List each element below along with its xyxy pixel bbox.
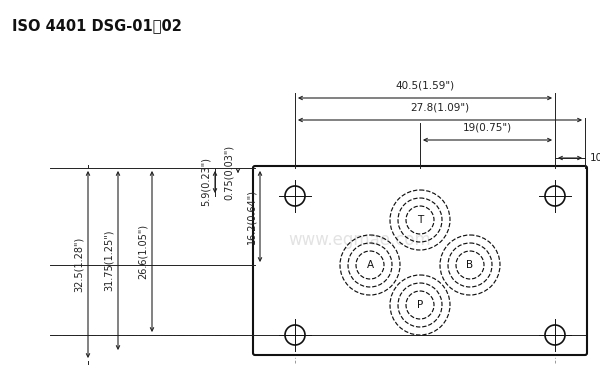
Text: 32.5(1.28"): 32.5(1.28") <box>74 237 84 292</box>
Text: www.egmae.com: www.egmae.com <box>289 231 431 249</box>
Text: 40.5(1.59"): 40.5(1.59") <box>395 81 455 91</box>
Text: 5.9(0.23"): 5.9(0.23") <box>201 157 211 206</box>
Text: 0.75(0.03"): 0.75(0.03") <box>224 144 234 200</box>
FancyBboxPatch shape <box>253 166 587 355</box>
Text: 19(0.75"): 19(0.75") <box>463 123 512 133</box>
Text: 26.6(1.05"): 26.6(1.05") <box>138 224 148 279</box>
Text: B: B <box>466 260 473 270</box>
Text: 16.2(0.64"): 16.2(0.64") <box>246 189 256 244</box>
Text: 31.75(1.25"): 31.75(1.25") <box>104 230 114 291</box>
Text: 27.8(1.09"): 27.8(1.09") <box>410 103 470 113</box>
Text: 10.3(0.41"): 10.3(0.41") <box>590 153 600 163</box>
Text: A: A <box>367 260 374 270</box>
Text: P: P <box>417 300 423 310</box>
Text: ISO 4401 DSG-01、02: ISO 4401 DSG-01、02 <box>12 18 182 33</box>
Text: T: T <box>417 215 423 225</box>
